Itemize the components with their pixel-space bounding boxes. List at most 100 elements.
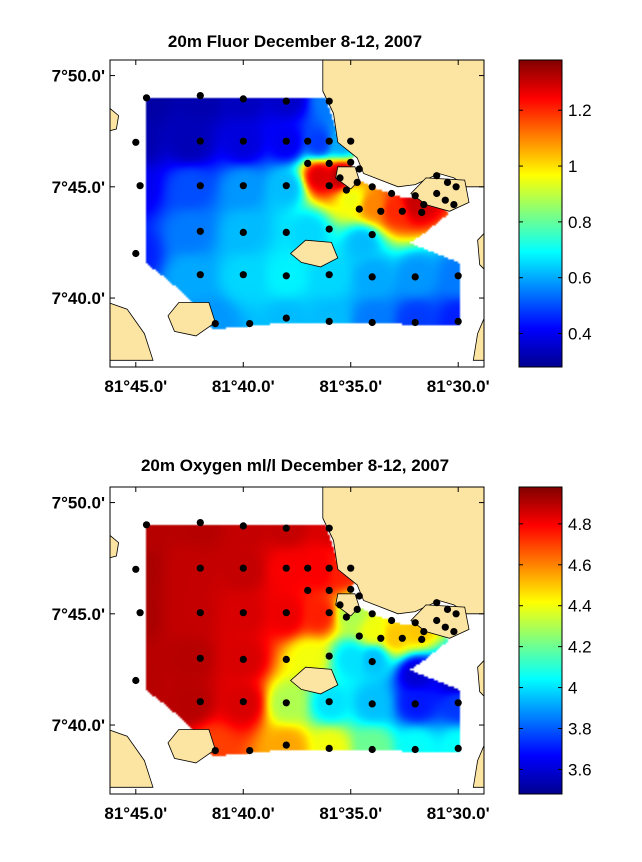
station-marker	[325, 698, 333, 706]
station-marker	[398, 207, 406, 215]
station-marker	[136, 609, 144, 617]
colorbar-scale	[519, 487, 562, 794]
map-area	[109, 486, 485, 795]
station-marker	[355, 165, 363, 173]
station-marker	[196, 609, 204, 617]
station-marker	[325, 586, 333, 594]
station-markers	[132, 92, 462, 328]
station-marker	[282, 272, 290, 280]
station-marker	[418, 635, 426, 643]
station-marker	[443, 178, 452, 186]
land-mask	[110, 487, 484, 788]
station-marker	[347, 564, 355, 572]
colorbar-scale	[519, 60, 562, 367]
coast-sw	[110, 729, 154, 788]
station-marker	[282, 314, 290, 322]
station-marker	[368, 183, 376, 191]
colorbar: 3.6 3.8 4 4.2 4.4 4.6 4.8	[518, 486, 592, 795]
station-marker	[142, 521, 151, 529]
colorbar-tick-label: 3.8	[568, 720, 592, 739]
station-marker	[325, 744, 333, 752]
station-marker	[282, 655, 290, 663]
colorbar-tick-label: 1.2	[568, 101, 592, 120]
x-axis: 81°45.0' 81°40.0' 81°35.0' 81°30.0'	[104, 60, 490, 396]
colorbar-frame	[518, 486, 563, 795]
station-marker	[325, 609, 333, 617]
island-sw	[167, 302, 216, 337]
station-marker	[347, 137, 355, 145]
station-marker	[132, 138, 140, 146]
station-marker	[353, 178, 361, 186]
station-marker	[418, 208, 426, 216]
station-marker	[433, 172, 441, 180]
y-tick-label: 7°50.0'	[52, 67, 105, 86]
station-marker	[411, 745, 419, 754]
colorbar-tick-label: 4	[568, 679, 577, 698]
station-marker	[336, 601, 344, 609]
colorbar-tick-label: 0.4	[568, 325, 592, 344]
station-marker	[336, 174, 344, 182]
station-marker	[377, 634, 385, 642]
station-marker	[433, 616, 441, 625]
station-marker	[355, 632, 363, 640]
station-markers	[132, 519, 462, 755]
station-marker	[196, 698, 204, 706]
coast-sw	[110, 302, 154, 361]
station-marker	[239, 564, 247, 572]
station-marker	[325, 271, 333, 279]
colorbar-tick-label: 4.8	[568, 515, 592, 534]
station-marker	[325, 317, 333, 325]
station-marker	[325, 182, 333, 190]
station-marker	[342, 186, 350, 194]
oxygen-panel: 20m Oxygen ml/l December 8-12, 2007 81°4…	[52, 456, 592, 823]
station-marker	[441, 623, 449, 631]
station-marker	[282, 741, 290, 749]
colorbar-frame	[518, 59, 563, 368]
colorbar-tick-label: 0.8	[568, 213, 592, 232]
station-marker	[196, 564, 204, 572]
station-marker	[239, 137, 247, 145]
station-marker	[441, 196, 449, 204]
station-marker	[368, 273, 376, 281]
station-marker	[347, 585, 355, 593]
station-marker	[368, 700, 376, 708]
station-marker	[388, 189, 396, 198]
station-marker	[452, 183, 460, 191]
station-marker	[454, 317, 462, 325]
station-marker	[325, 97, 333, 105]
station-marker	[196, 271, 204, 279]
station-marker	[411, 192, 419, 200]
station-marker	[325, 652, 333, 660]
chart-title: 20m Oxygen ml/l December 8-12, 2007	[141, 456, 449, 475]
station-marker	[411, 700, 419, 708]
station-marker	[282, 97, 290, 105]
coast-e-small	[477, 232, 484, 270]
station-marker	[239, 228, 247, 236]
station-marker	[304, 586, 312, 594]
station-marker	[239, 95, 247, 103]
station-marker	[368, 658, 376, 666]
x-tick-label: 81°30.0'	[427, 804, 490, 823]
colorbar-tick-label: 3.6	[568, 760, 592, 779]
station-marker	[454, 272, 462, 280]
station-marker	[325, 159, 333, 167]
station-marker	[420, 201, 428, 209]
coast-w-small	[110, 534, 120, 559]
y-tick-label: 7°45.0'	[52, 605, 105, 624]
station-marker	[452, 610, 460, 618]
plot-frame	[109, 59, 485, 368]
station-marker	[196, 182, 204, 190]
plot-frame	[109, 486, 485, 795]
station-marker	[325, 137, 333, 145]
station-marker	[368, 610, 376, 618]
station-marker	[433, 189, 441, 198]
y-tick-label: 7°40.0'	[52, 289, 105, 308]
x-tick-label: 81°45.0'	[104, 804, 167, 823]
colorbar-tick-label: 4.6	[568, 556, 592, 575]
station-marker	[347, 158, 355, 166]
station-marker	[304, 564, 312, 572]
station-marker	[388, 616, 396, 625]
x-tick-label: 81°35.0'	[319, 377, 382, 396]
station-marker	[282, 137, 290, 145]
